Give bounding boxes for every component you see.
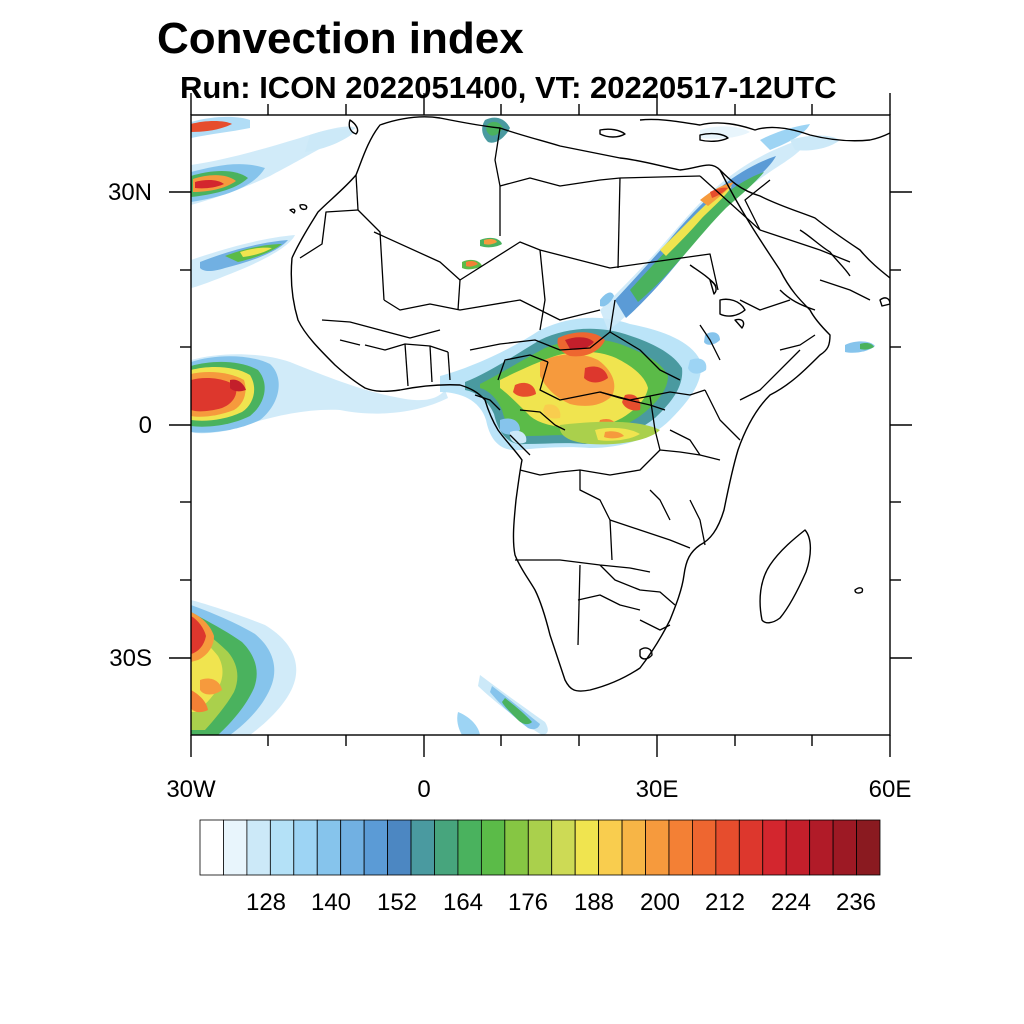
- lon-label-60e: 60E: [868, 776, 912, 803]
- colorbar-swatch: [316, 819, 342, 876]
- colorbar-label: 164: [442, 889, 484, 916]
- country-borders: [299, 127, 871, 646]
- colorbar-label: 152: [376, 889, 418, 916]
- colorbar: [199, 819, 881, 876]
- colorbar-swatch: [738, 819, 764, 876]
- colorbar-swatch: [621, 819, 646, 876]
- colorbar-swatch: [504, 819, 529, 876]
- colorbar-label: 224: [770, 889, 812, 916]
- colorbar-swatch: [246, 819, 271, 876]
- lat-label-0: 0: [138, 412, 152, 439]
- colorbar-swatch: [715, 819, 740, 876]
- colorbar-swatch: [340, 819, 365, 876]
- lat-label-30s: 30S: [109, 645, 152, 672]
- map-subtitle: Run: ICON 2022051400, VT: 20220517-12UTC: [180, 70, 837, 105]
- colorbar-swatch: [293, 819, 318, 876]
- colorbar-swatch: [199, 819, 224, 876]
- colorbar-swatch: [363, 819, 388, 876]
- lon-label-0: 0: [417, 776, 431, 803]
- colorbar-swatch: [551, 819, 576, 876]
- colorbar-swatch: [223, 819, 248, 876]
- colorbar-swatch: [387, 819, 412, 876]
- colorbar-swatch: [762, 819, 787, 876]
- colorbar-swatch: [832, 819, 857, 876]
- colorbar-label: 140: [310, 889, 352, 916]
- colorbar-swatch: [574, 819, 600, 876]
- lon-label-30e: 30E: [635, 776, 679, 803]
- colorbar-label: 200: [639, 889, 681, 916]
- axis-ticks: [169, 93, 912, 757]
- colorbar-label: 188: [573, 889, 615, 916]
- colorbar-label: 236: [835, 889, 877, 916]
- colorbar-label: 128: [245, 889, 287, 916]
- lon-label-30w: 30W: [166, 776, 216, 803]
- colorbar-swatch: [598, 819, 623, 876]
- map-title: Convection index: [157, 14, 524, 63]
- convection-field: [191, 116, 875, 735]
- lat-label-30n: 30N: [107, 179, 152, 206]
- colorbar-swatch: [785, 819, 811, 876]
- colorbar-swatch: [809, 819, 834, 876]
- colorbar-swatch: [645, 819, 670, 876]
- colorbar-swatch: [527, 819, 553, 876]
- colorbar-swatch: [692, 819, 717, 876]
- colorbar-swatch: [856, 819, 881, 876]
- colorbar-swatch: [410, 819, 435, 876]
- colorbar-swatch: [457, 819, 482, 876]
- colorbar-swatch: [668, 819, 693, 876]
- colorbar-swatch: [269, 819, 295, 876]
- colorbar-swatch: [480, 819, 506, 876]
- colorbar-label: 176: [507, 889, 549, 916]
- colorbar-label: 212: [704, 889, 746, 916]
- colorbar-swatch: [434, 819, 459, 876]
- coastlines: [289, 116, 890, 692]
